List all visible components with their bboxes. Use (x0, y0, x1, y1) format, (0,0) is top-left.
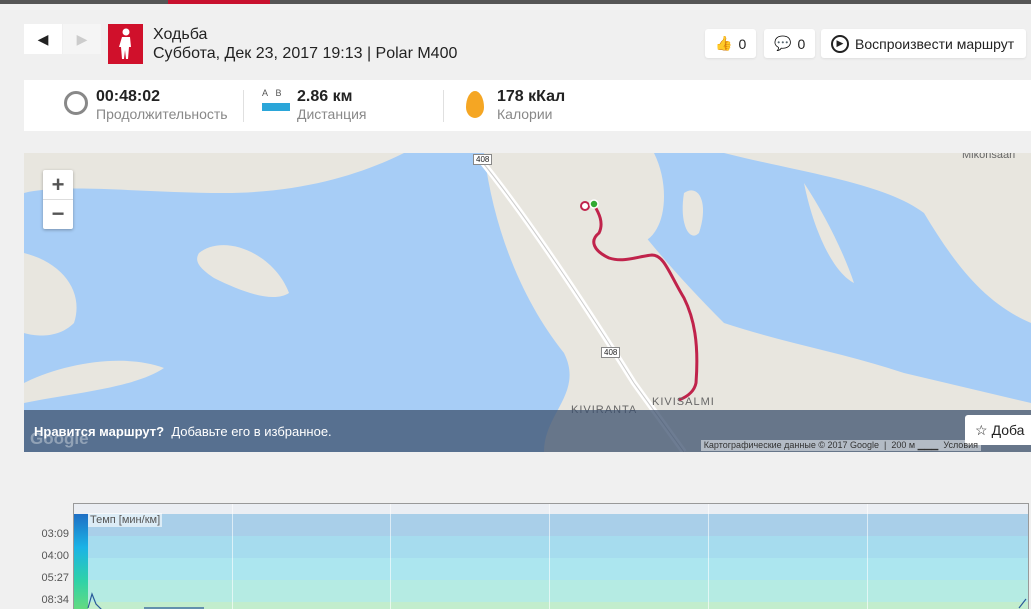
top-nav-bar (0, 0, 1031, 4)
road-label: 408 (601, 347, 621, 358)
like-count: 0 (738, 35, 747, 52)
previous-button[interactable]: ◀ (24, 24, 62, 54)
distance-value: 2.86 км (297, 88, 353, 105)
google-logo: Google (30, 429, 89, 448)
route-map[interactable]: 408 408 KIVIRANTA KIVISALMI Mikonsaari +… (24, 153, 1031, 452)
arrow-right-icon: ▶ (76, 30, 88, 47)
activity-subtitle: Суббота, Дек 23, 2017 19:13 | Polar M400 (153, 45, 458, 62)
place-label: KIVISALMI (652, 396, 715, 408)
y-tick: 03:09 (41, 528, 69, 540)
stat-calories: 178 кКал Калории (466, 88, 565, 122)
stats-bar: 00:48:02 Продолжительность A B 2.86 км Дис… (24, 80, 1031, 131)
distance-label: Дистанция (297, 106, 367, 122)
route-line (592, 204, 699, 402)
banner-text: Добавьте его в избранное. (171, 423, 332, 439)
activity-title: Ходьба (153, 26, 208, 43)
next-button[interactable]: ▶ (63, 24, 101, 54)
ruler-icon: A B (262, 88, 290, 111)
active-tab-indicator (168, 0, 270, 4)
duration-value: 00:48:02 (96, 88, 161, 105)
zoom-out-button[interactable]: − (43, 199, 73, 228)
divider (443, 90, 444, 122)
terms-link[interactable]: Условия (943, 440, 978, 450)
y-tick: 05:27 (41, 572, 69, 584)
duration-label: Продолжительность (96, 106, 228, 122)
walking-icon (108, 24, 143, 64)
comment-count: 0 (797, 35, 806, 52)
replay-route-button[interactable]: ▶ Воспроизвести маршрут (821, 29, 1026, 58)
series-label: Темп [мин/км] (88, 513, 163, 527)
pace-line (87, 592, 1027, 609)
star-icon: ☆ (975, 421, 988, 438)
calories-value: 178 кКал (497, 88, 566, 105)
zoom-controls: + − (43, 170, 73, 229)
y-tick: 08:34 (41, 594, 69, 606)
road-label: 408 (473, 154, 493, 165)
like-button[interactable]: 👍 0 (705, 29, 757, 58)
map-attribution: Картографические данные © 2017 Google | … (700, 440, 981, 451)
place-label: Mikonsaari (962, 153, 1016, 161)
banner-question: Нравится маршрут? (34, 423, 165, 439)
replay-label: Воспроизвести маршрут (855, 35, 1015, 52)
stat-distance: A B 2.86 км Дистанция (262, 88, 367, 122)
flame-icon (466, 91, 484, 118)
comment-icon: 💬 (774, 35, 792, 51)
arrow-left-icon: ◀ (37, 30, 49, 47)
divider (243, 90, 244, 122)
pace-chart: Темп [мин/км] (73, 503, 1029, 609)
add-favorite-label: Доба (991, 422, 1025, 438)
map-scale: 200 м (891, 440, 916, 450)
map-tiles (24, 153, 1031, 452)
comments-button[interactable]: 💬 0 (764, 29, 816, 58)
stopwatch-icon (64, 91, 88, 115)
stat-duration: 00:48:02 Продолжительность (64, 88, 228, 122)
zoom-in-button[interactable]: + (51, 171, 65, 197)
play-icon: ▶ (831, 34, 849, 53)
y-tick: 04:00 (41, 550, 69, 562)
thumbs-up-icon: 👍 (715, 35, 733, 51)
calories-label: Калории (497, 106, 553, 122)
